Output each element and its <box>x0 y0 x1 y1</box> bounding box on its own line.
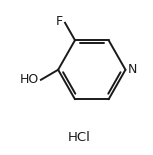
Text: F: F <box>56 16 63 29</box>
Text: HCl: HCl <box>68 131 91 144</box>
Text: HO: HO <box>20 73 39 86</box>
Text: N: N <box>128 63 138 76</box>
